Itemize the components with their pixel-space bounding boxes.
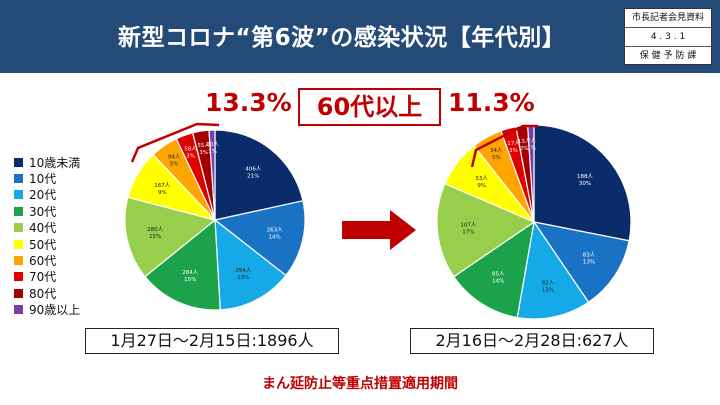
slice-data-label: 263人 14% — [267, 227, 283, 241]
slice-data-label: 17人 3% — [507, 140, 520, 154]
slice-data-label: 167人 9% — [154, 182, 170, 196]
stamp-line-2: 4 . 3 . 1 — [625, 28, 711, 47]
document-stamp: 市長記者会見資料 4 . 3 . 1 保 健 予 防 課 — [624, 8, 712, 65]
pie-slice — [516, 220, 590, 320]
legend-swatch — [14, 256, 23, 266]
legend-swatch — [14, 190, 23, 200]
legend-swatch — [14, 223, 23, 233]
slice-data-label: 58人 3% — [184, 145, 197, 159]
left-seniors-percent: 13.3% — [205, 88, 292, 117]
slice-data-label: 7人 1% — [527, 137, 536, 151]
pie-slice — [124, 196, 217, 278]
legend-item: 70代 — [14, 269, 80, 285]
pie-slice — [214, 129, 304, 221]
arrow-right-icon — [342, 210, 416, 250]
pie-slice — [532, 221, 630, 304]
legend-label: 30代 — [29, 204, 57, 219]
legend-item: 90歳以上 — [14, 302, 80, 318]
legend-item: 40代 — [14, 220, 80, 236]
legend-swatch — [14, 206, 23, 216]
pie-slice — [533, 124, 632, 242]
slice-data-label: 83人 13% — [583, 251, 596, 265]
slice-data-label: 254人 13% — [235, 267, 251, 281]
legend-item: 50代 — [14, 236, 80, 252]
seniors-bracket — [470, 124, 538, 168]
legend-swatch — [14, 272, 23, 282]
slice-data-label: 107人 17% — [460, 221, 476, 235]
pie-slice — [208, 129, 216, 221]
pie-slice — [436, 182, 536, 278]
pie-slice — [213, 200, 306, 277]
slice-data-label: 280人 15% — [147, 226, 163, 240]
legend-label: 60代 — [29, 254, 57, 269]
slice-data-label: 55人 3% — [197, 142, 210, 156]
legend-label: 70代 — [29, 270, 57, 285]
slice-data-label: 284人 15% — [182, 269, 198, 283]
chart-legend: 10歳未満 10代 20代 30代 40代 50代 60代 70代 80代 90歳以上 — [14, 154, 80, 318]
slice-data-label: 20人 1% — [206, 141, 219, 155]
legend-swatch — [14, 157, 23, 167]
legend-swatch — [14, 239, 23, 249]
pie-slice — [144, 218, 221, 311]
stamp-line-3: 保 健 予 防 課 — [639, 51, 697, 61]
seniors-bracket — [130, 122, 220, 163]
legend-label: 10代 — [29, 172, 57, 187]
pie-slice — [453, 220, 535, 319]
slice-data-label: 13人 2% — [518, 138, 531, 152]
slice-data-label: 82人 13% — [542, 279, 555, 293]
slice-data-label: 53人 9% — [475, 175, 488, 189]
legend-swatch — [14, 174, 23, 184]
legend-label: 90歳以上 — [29, 303, 81, 318]
legend-label: 50代 — [29, 237, 57, 252]
legend-item: 60代 — [14, 252, 80, 268]
slice-data-label: 85人 14% — [492, 270, 505, 284]
legend-swatch — [14, 305, 23, 315]
legend-label: 10歳未満 — [29, 155, 81, 170]
pie-chart-right: 188人 30% 83人 13% 82人 13% 85人 14% 107人 17% 53人 9% 34人… — [436, 124, 632, 320]
legend-label: 20代 — [29, 188, 57, 203]
period-note: まん延防止等重点措置適用期間 — [262, 376, 458, 392]
legend-label: 40代 — [29, 221, 57, 236]
legend-item: 20代 — [14, 187, 80, 203]
legend-item: 80代 — [14, 285, 80, 301]
title-bar: 新型コロナ“第6波”の感染状況【年代別】 市長記者会見資料 4 . 3 . 1 … — [0, 0, 720, 73]
slice-data-label: 34人 5% — [490, 147, 503, 161]
legend-item: 10歳未満 — [14, 154, 80, 170]
pie-chart-left: 406人 21% 263人 14% 254人 13% 284人 15% 280人 15% 167人 9… — [124, 122, 306, 311]
pie-slice — [214, 218, 287, 311]
right-seniors-percent: 11.3% — [448, 88, 535, 117]
legend-item: 30代 — [14, 203, 80, 219]
slice-data-label: 188人 30% — [577, 173, 593, 187]
seniors-label-box: 60代以上 — [298, 88, 441, 126]
slice-data-label: 94人 5% — [168, 154, 181, 168]
legend-item: 10代 — [14, 170, 80, 186]
legend-swatch — [14, 288, 23, 298]
right-period-caption: 2月16日～2月28日:627人 — [410, 328, 654, 354]
stamp-line-1: 市長記者会見資料 — [625, 9, 711, 28]
legend-label: 80代 — [29, 286, 57, 301]
slice-data-label: 406人 21% — [245, 165, 261, 179]
page-title: 新型コロナ“第6波”の感染状況【年代別】 — [118, 25, 566, 51]
left-period-caption: 1月27日～2月15日:1896人 — [85, 328, 339, 354]
